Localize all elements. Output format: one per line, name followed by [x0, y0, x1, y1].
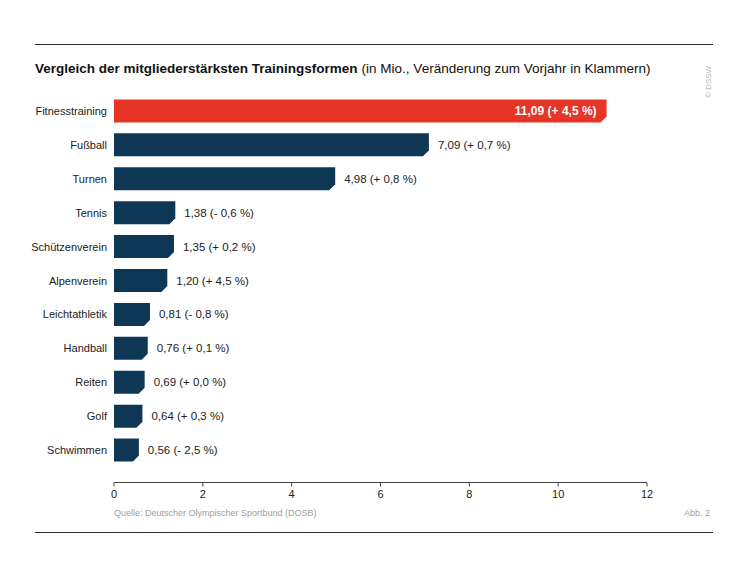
- data-label: 0,56 (- 2,5 %): [148, 444, 218, 456]
- bar: [114, 167, 335, 190]
- x-tick: [558, 483, 559, 487]
- category-label: Tennis: [75, 207, 107, 219]
- category-label: Fitnesstraining: [35, 105, 107, 117]
- data-label: 1,38 (- 0,6 %): [184, 207, 254, 219]
- category-label: Leichtathletik: [43, 308, 108, 320]
- x-tick-label: 8: [466, 488, 472, 500]
- category-label: Reiten: [75, 376, 107, 388]
- source: Quelle: Deutscher Olympischer Sportbund …: [114, 508, 317, 518]
- x-tick-label: 10: [552, 488, 564, 500]
- bottom-rule: [35, 532, 713, 533]
- data-label: 0,69 (+ 0,0 %): [154, 376, 227, 388]
- figure-label: Abb. 2: [684, 508, 710, 518]
- bar: [114, 405, 142, 428]
- bar: [114, 133, 429, 156]
- category-label: Turnen: [73, 173, 107, 185]
- x-tick-label: 6: [377, 488, 383, 500]
- category-label: Schützenverein: [31, 241, 107, 253]
- x-tick: [114, 483, 115, 487]
- data-label: 0,64 (+ 0,3 %): [151, 410, 224, 422]
- x-tick: [202, 483, 203, 487]
- data-label: 0,76 (+ 0,1 %): [157, 342, 230, 354]
- x-tick-label: 4: [289, 488, 295, 500]
- bar: [114, 269, 167, 292]
- chart: Vergleich der mitgliederstärksten Traini…: [0, 0, 748, 579]
- x-tick: [291, 483, 292, 487]
- bars: [114, 99, 607, 461]
- data-label: 1,35 (+ 0,2 %): [183, 241, 256, 253]
- x-tick: [469, 483, 470, 487]
- data-label: 7,09 (+ 0,7 %): [438, 139, 511, 151]
- data-label: 0,81 (- 0,8 %): [159, 308, 229, 320]
- x-tick: [380, 483, 381, 487]
- category-label: Handball: [64, 342, 107, 354]
- data-label: 1,20 (+ 4,5 %): [176, 275, 249, 287]
- bar: [114, 201, 175, 224]
- category-label: Fußball: [70, 139, 107, 151]
- bar: [114, 99, 607, 122]
- bar: [114, 303, 150, 326]
- title-line: Vergleich der mitgliederstärksten Traini…: [35, 61, 650, 76]
- watermark: © DSSW: [704, 65, 713, 98]
- labels: Fitnesstraining 11,09 (+ 4,5 %) Fußball 7,0…: [31, 104, 596, 456]
- data-label: 11,09 (+ 4,5 %): [515, 104, 597, 118]
- title: Vergleich der mitgliederstärksten Traini…: [35, 61, 358, 76]
- x-tick-label: 2: [200, 488, 206, 500]
- x-tick-label: 0: [111, 488, 117, 500]
- data-label: 4,98 (+ 0,8 %): [344, 173, 417, 185]
- bar: [114, 371, 145, 394]
- category-label: Golf: [87, 410, 108, 422]
- subtitle: (in Mio., Veränderung zum Vorjahr in Kla…: [362, 61, 651, 76]
- category-label: Alpenverein: [49, 275, 107, 287]
- bar: [114, 235, 174, 258]
- x-tick-label: 12: [641, 488, 653, 500]
- category-label: Schwimmen: [47, 444, 107, 456]
- top-rule: [35, 44, 713, 45]
- x-tick: [647, 483, 648, 487]
- bar: [114, 439, 139, 462]
- bar: [114, 337, 148, 360]
